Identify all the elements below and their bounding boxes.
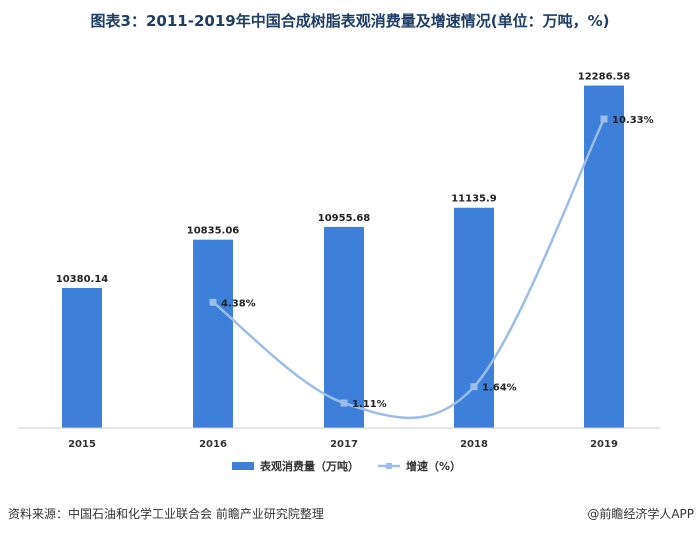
bar-label-2015: 10380.14 bbox=[56, 274, 109, 285]
growth-point-2017 bbox=[340, 399, 348, 407]
x-tick-2019: 2019 bbox=[590, 439, 618, 450]
growth-label-2016: 4.38% bbox=[221, 298, 256, 309]
bar-2019 bbox=[584, 85, 624, 428]
growth-line-layer: 4.38% 1.11% 1.64% 10.33% bbox=[209, 115, 654, 419]
growth-label-2017: 1.11% bbox=[352, 399, 387, 410]
growth-point-2018 bbox=[470, 383, 478, 391]
growth-point-2016 bbox=[209, 298, 217, 306]
footer-brand-text: @前瞻经济学人APP bbox=[587, 507, 694, 521]
bar-2016 bbox=[193, 239, 233, 428]
bar-label-2016: 10835.06 bbox=[187, 226, 240, 237]
bar-2015 bbox=[62, 288, 102, 428]
bar-2018 bbox=[454, 207, 494, 428]
legend-line-label: 增速（%） bbox=[406, 459, 461, 473]
growth-label-2018: 1.64% bbox=[482, 383, 517, 394]
legend: 表观消费量（万吨） 增速（%） bbox=[232, 459, 461, 473]
bar-label-2017: 10955.68 bbox=[318, 213, 371, 224]
footer-source-text: 资料来源：中国石油和化学工业联合会 前瞻产业研究院整理 bbox=[8, 507, 324, 521]
bar-2017 bbox=[324, 226, 364, 428]
legend-line-marker bbox=[386, 463, 392, 469]
x-tick-2018: 2018 bbox=[460, 439, 488, 450]
x-tick-2017: 2017 bbox=[330, 439, 358, 450]
legend-bar-swatch bbox=[232, 462, 254, 470]
bar-label-2018: 11135.9 bbox=[451, 194, 497, 205]
growth-line bbox=[212, 118, 606, 419]
growth-label-2019: 10.33% bbox=[612, 115, 654, 126]
bar-label-2019: 12286.58 bbox=[578, 72, 631, 83]
growth-point-2019 bbox=[600, 115, 608, 123]
x-axis-ticks: 2015 2016 2017 2018 2019 bbox=[68, 439, 618, 450]
legend-bar-label: 表观消费量（万吨） bbox=[259, 459, 359, 473]
bars-layer: 10380.14 10835.06 10955.68 11135.9 12286.58 bbox=[56, 72, 631, 428]
x-tick-2015: 2015 bbox=[68, 439, 96, 450]
chart-title: 图表3：2011-2019年中国合成树脂表观消费量及增速情况(单位：万吨，%) bbox=[90, 12, 610, 30]
x-tick-2016: 2016 bbox=[199, 439, 227, 450]
